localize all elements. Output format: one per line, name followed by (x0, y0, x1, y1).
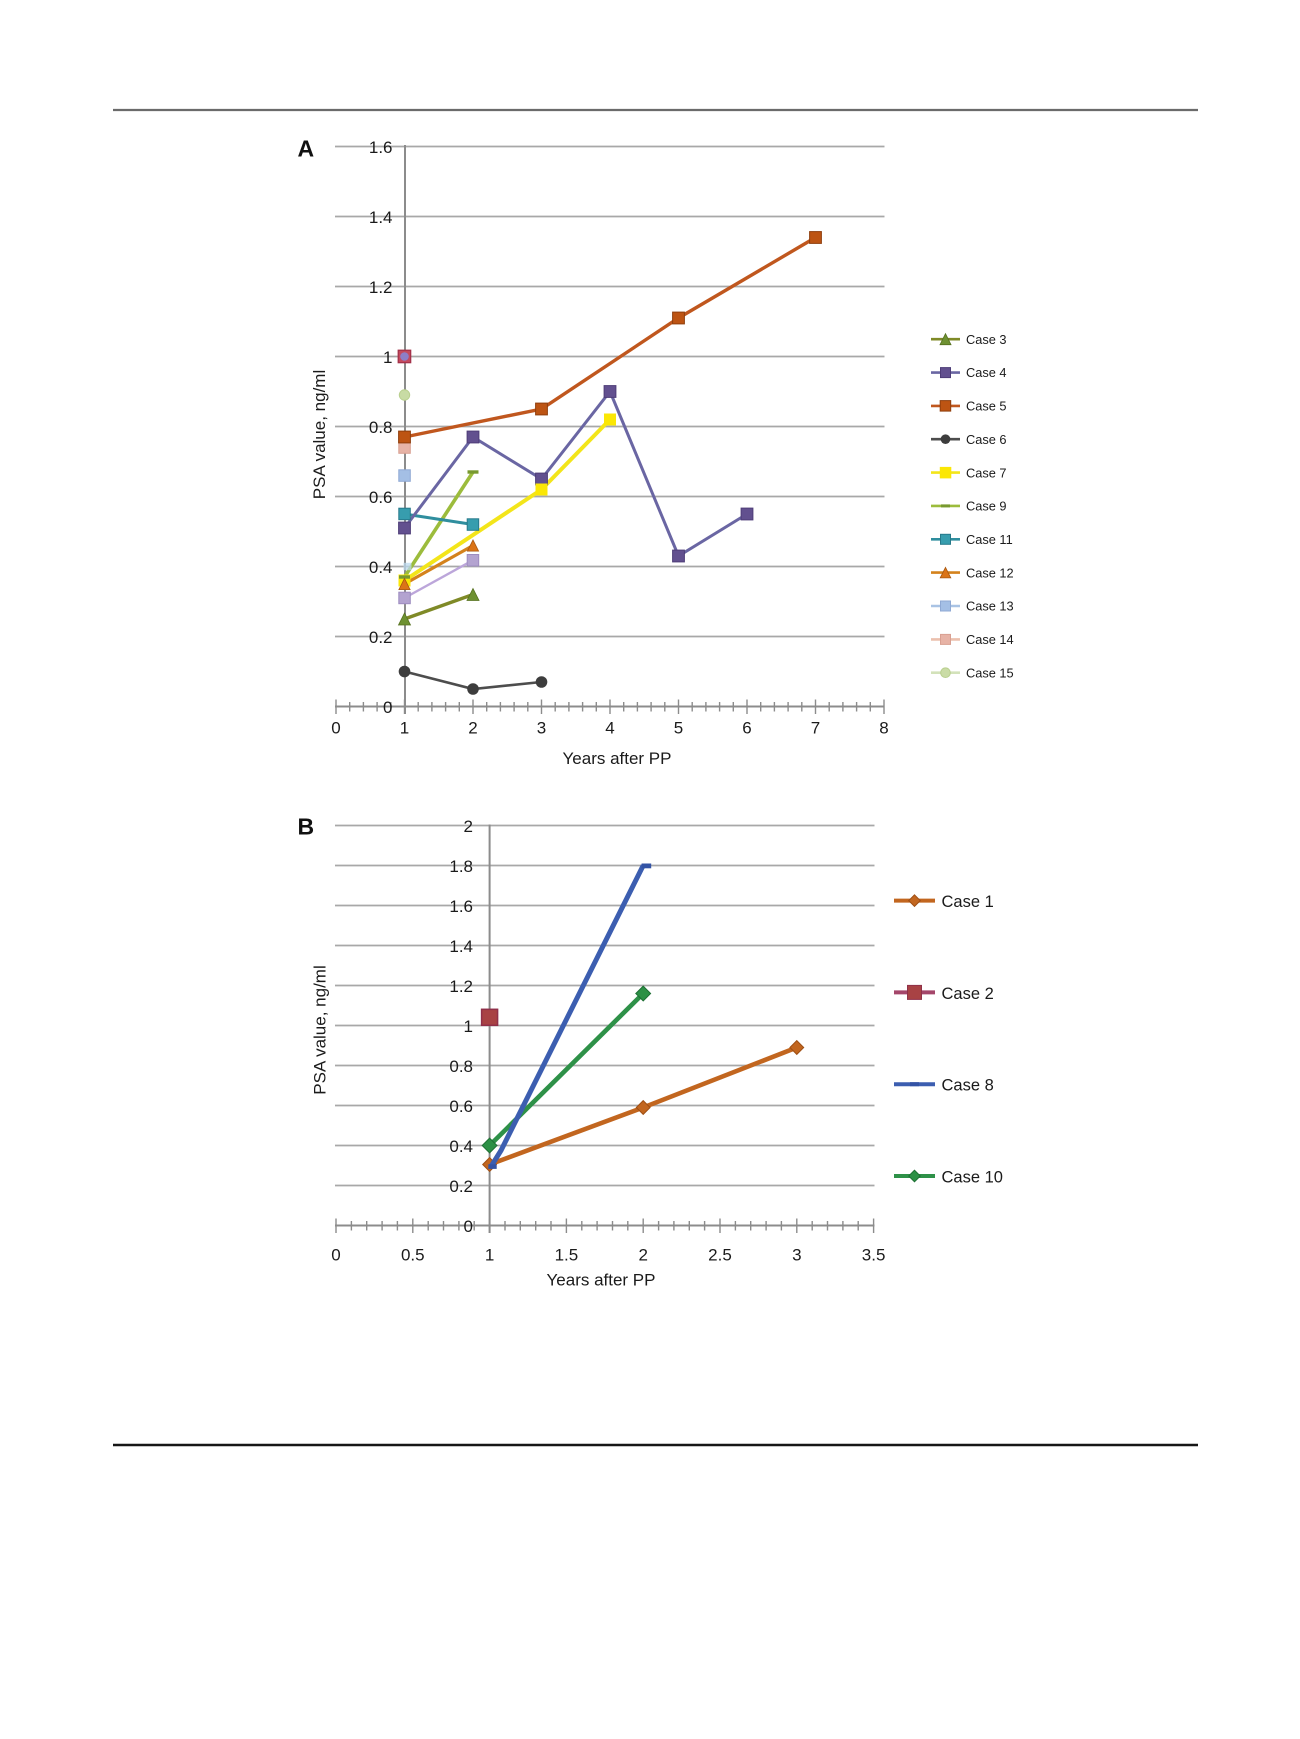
svg-text:3: 3 (792, 1245, 801, 1264)
svg-text:7: 7 (811, 719, 820, 738)
svg-text:0: 0 (331, 719, 340, 738)
svg-text:0: 0 (331, 1245, 340, 1264)
svg-text:6: 6 (742, 719, 751, 738)
svg-text:1.6: 1.6 (449, 897, 473, 916)
svg-text:Case 6: Case 6 (966, 432, 1007, 447)
svg-text:Case 10: Case 10 (942, 1168, 1003, 1186)
svg-text:A: A (298, 136, 315, 162)
svg-text:Case 11: Case 11 (966, 532, 1013, 547)
svg-text:2.5: 2.5 (708, 1245, 732, 1264)
svg-text:0.4: 0.4 (369, 558, 393, 577)
svg-text:0.4: 0.4 (449, 1137, 473, 1156)
svg-text:Case 15: Case 15 (966, 665, 1014, 680)
svg-text:0.2: 0.2 (369, 628, 393, 647)
svg-text:0.5: 0.5 (401, 1245, 425, 1264)
svg-text:1.5: 1.5 (555, 1245, 579, 1264)
svg-text:PSA value, ng/ml: PSA value, ng/ml (310, 370, 329, 499)
svg-text:0.8: 0.8 (369, 418, 393, 437)
svg-text:4: 4 (605, 719, 614, 738)
svg-text:0.2: 0.2 (449, 1177, 473, 1196)
svg-text:2: 2 (464, 817, 473, 836)
svg-text:B: B (298, 814, 315, 840)
svg-text:1: 1 (383, 348, 392, 367)
svg-text:1.4: 1.4 (369, 208, 393, 227)
svg-text:3: 3 (537, 719, 546, 738)
svg-text:Case 5: Case 5 (966, 399, 1007, 414)
svg-text:8: 8 (879, 719, 888, 738)
svg-text:0: 0 (464, 1217, 473, 1236)
svg-text:3.5: 3.5 (862, 1245, 886, 1264)
svg-text:0.8: 0.8 (449, 1057, 473, 1076)
svg-text:PSA value, ng/ml: PSA value, ng/ml (311, 965, 330, 1094)
svg-text:Case 7: Case 7 (966, 465, 1007, 480)
svg-text:Case 3: Case 3 (966, 332, 1007, 347)
svg-text:0: 0 (383, 698, 392, 717)
svg-text:1.4: 1.4 (449, 937, 473, 956)
svg-text:Years after PP: Years after PP (547, 1271, 656, 1290)
svg-text:1: 1 (485, 1245, 494, 1264)
svg-text:Case 13: Case 13 (966, 599, 1014, 614)
svg-text:Case 14: Case 14 (966, 632, 1014, 647)
svg-text:2: 2 (638, 1245, 647, 1264)
svg-text:5: 5 (674, 719, 683, 738)
svg-text:1.8: 1.8 (449, 857, 473, 876)
svg-text:Case 2: Case 2 (942, 985, 994, 1003)
svg-text:2: 2 (468, 719, 477, 738)
svg-text:Years after PP: Years after PP (563, 749, 672, 768)
svg-text:0.6: 0.6 (449, 1097, 473, 1116)
svg-text:0.6: 0.6 (369, 488, 393, 507)
svg-text:Case 1: Case 1 (942, 893, 994, 911)
svg-text:1: 1 (400, 719, 409, 738)
svg-text:Case 9: Case 9 (966, 499, 1007, 514)
svg-text:Case 4: Case 4 (966, 365, 1007, 380)
svg-text:Case 8: Case 8 (942, 1077, 994, 1095)
svg-text:Case 12: Case 12 (966, 565, 1014, 580)
svg-text:1.2: 1.2 (449, 977, 473, 996)
svg-text:1.6: 1.6 (369, 138, 393, 157)
svg-text:1: 1 (464, 1017, 473, 1036)
svg-text:1.2: 1.2 (369, 278, 393, 297)
